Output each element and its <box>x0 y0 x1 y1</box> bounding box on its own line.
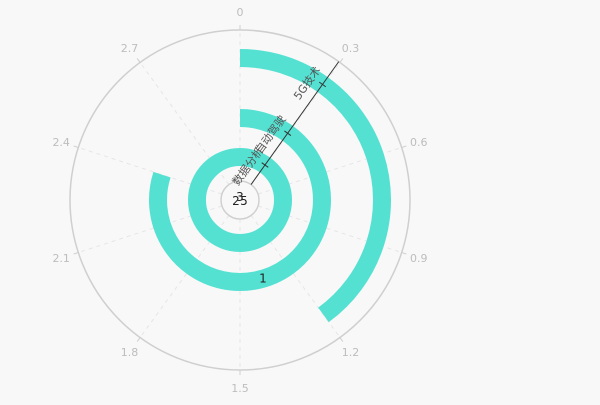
angle-axis-tick-label: 1.2 <box>342 346 360 359</box>
angle-axis-tick <box>339 58 344 63</box>
angle-axis-tick-label: 0 <box>237 6 244 19</box>
polar-bar <box>239 49 391 323</box>
center-category-index-label: 2 <box>232 194 240 208</box>
angle-axis-tick <box>73 145 79 148</box>
center-category-index-label: 5 <box>240 194 248 208</box>
angle-axis-tick-label: 2.1 <box>52 252 70 265</box>
angle-axis-tick-label: 1.5 <box>231 382 249 395</box>
polar-bar <box>149 109 331 291</box>
angle-axis-tick-label: 2.7 <box>121 42 139 55</box>
angle-axis-tick <box>339 337 344 342</box>
angle-axis-tick <box>136 58 141 63</box>
radius-axis-tick <box>318 81 327 88</box>
polar-bar <box>188 148 292 253</box>
angle-axis-tick <box>73 252 79 255</box>
center-category-index-label: 3 <box>236 190 244 204</box>
data-label: 1 <box>259 272 267 286</box>
angle-axis-tick-label: 0.3 <box>342 42 360 55</box>
angle-axis-tick <box>136 337 141 342</box>
angle-axis-tick <box>401 145 407 148</box>
radius-axis-line <box>250 61 340 185</box>
angle-axis-tick-label: 0.9 <box>410 252 428 265</box>
inner-circle <box>220 180 260 220</box>
angle-axis-tick-label: 2.4 <box>52 136 70 149</box>
angle-axis-tick-label: 0.6 <box>410 136 428 149</box>
radius-axis-tick <box>261 162 269 168</box>
angle-axis-tick-label: 1.8 <box>121 346 139 359</box>
angle-axis-tick <box>401 252 407 255</box>
radius-axis-tick <box>284 130 292 136</box>
